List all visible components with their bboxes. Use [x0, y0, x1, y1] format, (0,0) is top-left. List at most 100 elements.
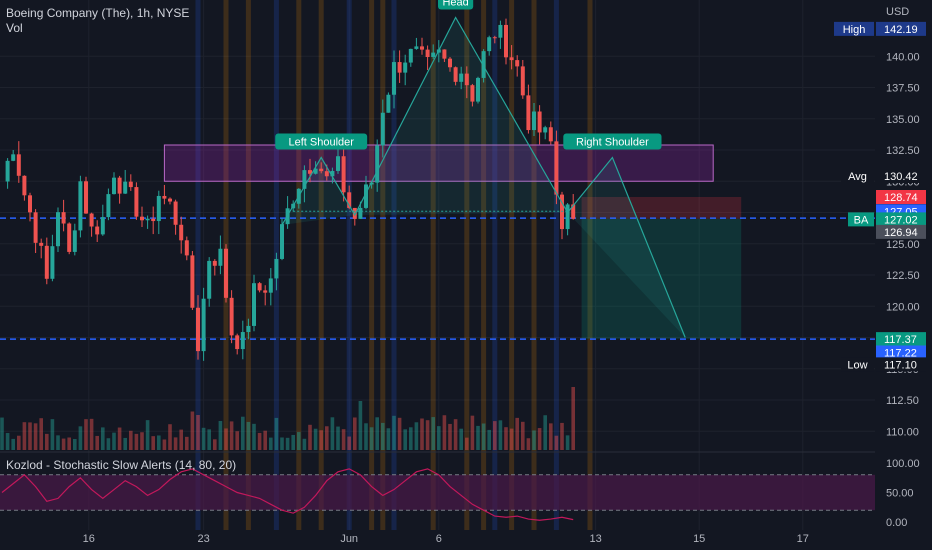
candle-body	[268, 278, 273, 293]
candle-body	[476, 77, 480, 102]
candle-body	[56, 212, 60, 247]
candle-body	[224, 248, 228, 298]
volume-bar	[409, 427, 413, 450]
volume-bar	[129, 430, 133, 450]
candle-body	[44, 245, 49, 279]
volume-bar	[123, 437, 127, 450]
volume-bar	[101, 427, 105, 450]
currency-label: USD	[886, 6, 910, 18]
candle-body	[369, 182, 374, 185]
candle-body	[67, 223, 72, 252]
stochastic-band	[0, 474, 875, 511]
candle-body	[431, 52, 436, 58]
volume-bar	[140, 432, 144, 450]
candle-body	[554, 141, 559, 195]
candle-body	[50, 246, 55, 279]
price-tag-bg	[876, 332, 926, 347]
resistance-zone	[163, 144, 714, 182]
candle-body	[420, 46, 424, 50]
candle-body	[336, 156, 340, 171]
volume-bar	[341, 429, 346, 450]
pattern-triangle	[354, 17, 568, 215]
price-tag-value: 142.19	[884, 24, 918, 36]
volume-bar	[386, 428, 391, 450]
volume-bar	[560, 422, 564, 450]
session-bar	[553, 0, 559, 530]
candle-body	[106, 194, 111, 218]
candle-body	[263, 290, 268, 293]
volume-bar	[185, 436, 189, 450]
candle-body	[212, 260, 217, 266]
volume-bar	[224, 428, 228, 450]
volume-bar	[313, 428, 318, 450]
candle-body	[352, 207, 357, 219]
candles	[5, 18, 576, 361]
volume-bar	[151, 436, 155, 450]
price-tick: 112.50	[886, 395, 919, 407]
candle-body	[184, 240, 189, 256]
candle-body	[324, 171, 329, 177]
candle-body	[134, 187, 139, 217]
session-bar	[318, 0, 324, 530]
volume-bar	[459, 428, 463, 450]
volume-bar	[476, 425, 480, 450]
candle-body	[89, 213, 94, 227]
candle-body	[196, 307, 200, 352]
volume-bar	[117, 427, 122, 450]
volume-bar	[241, 416, 245, 450]
candle-body	[481, 51, 486, 78]
candle-body	[341, 156, 346, 193]
volume-bar	[61, 438, 66, 450]
volume-bar	[403, 429, 407, 450]
candle-body	[386, 94, 391, 113]
candle-body	[11, 154, 16, 161]
candle-body	[28, 195, 32, 213]
price-tag-value: 127.02	[884, 214, 918, 226]
session-bar	[346, 0, 352, 530]
candle-body	[145, 218, 150, 221]
volume-bar	[17, 435, 21, 450]
volume-bar	[431, 417, 435, 450]
candle-body	[218, 248, 223, 266]
volume-bar	[285, 437, 290, 450]
candle-body	[565, 204, 570, 230]
time-tick: 13	[589, 533, 601, 545]
price-tag-bg	[876, 190, 926, 204]
volume-bar	[89, 418, 94, 450]
volume-bar	[73, 438, 77, 450]
session-bar	[380, 0, 386, 530]
candle-body	[313, 168, 318, 174]
price-tag-label-bg	[848, 212, 874, 227]
price-tick: 132.50	[886, 145, 920, 157]
candle-body	[190, 255, 195, 308]
stochastic-tick: 50.00	[886, 488, 914, 500]
volume-bar	[269, 437, 273, 450]
price-tag-value: 117.22	[884, 348, 917, 360]
candle-body	[207, 260, 212, 299]
volume-bar	[448, 423, 452, 450]
volume-bar	[414, 422, 419, 450]
grid	[0, 0, 875, 530]
price-tick: 137.50	[886, 83, 920, 95]
candle-body	[5, 160, 10, 182]
volume-bar	[549, 423, 553, 450]
volume-bar	[201, 427, 206, 450]
price-tick: 135.00	[886, 114, 920, 126]
volume-bar	[173, 437, 178, 450]
stop-loss-zone	[581, 197, 742, 219]
stochastic-tick: 100.00	[886, 458, 920, 470]
candle-body	[397, 62, 402, 73]
volume-bar	[179, 429, 183, 450]
candle-body	[492, 37, 497, 39]
volume-bar	[509, 428, 514, 450]
price-tag-label: High	[843, 24, 866, 36]
volume-bar	[157, 435, 161, 450]
candle-body	[509, 57, 514, 61]
volume-bar	[274, 417, 279, 450]
candle-body	[84, 181, 88, 214]
candle-body	[16, 154, 21, 176]
candle-body	[543, 127, 548, 133]
volume-bar	[95, 435, 99, 450]
price-tag-label-bg	[841, 169, 874, 183]
